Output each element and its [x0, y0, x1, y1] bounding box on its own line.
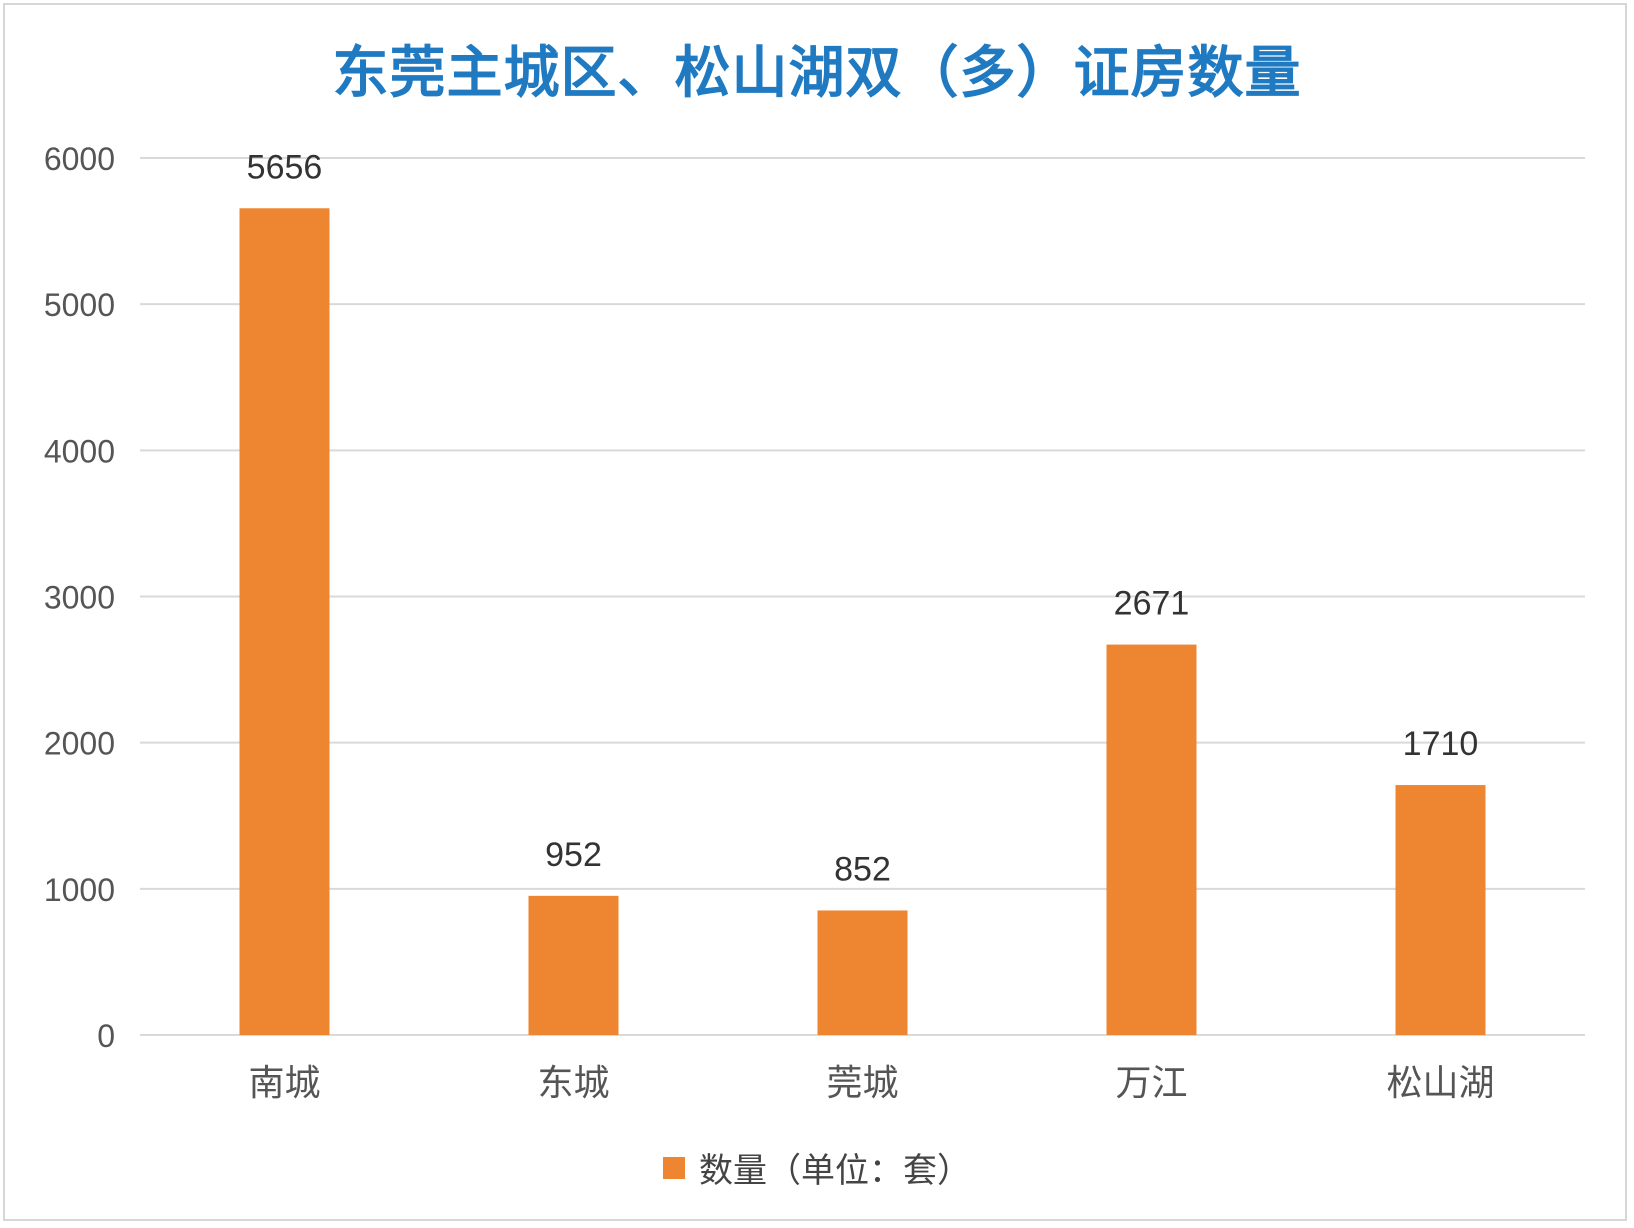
- x-tick-label: 万江: [1115, 1063, 1187, 1104]
- x-tick-label: 松山湖: [1386, 1063, 1494, 1104]
- bar: [1106, 644, 1197, 1035]
- bar: [239, 208, 330, 1036]
- x-axis-ticks: 南城 东城 莞城 万江 松山湖: [248, 1063, 1494, 1104]
- bar: [528, 895, 619, 1035]
- bar: [1395, 785, 1486, 1035]
- y-tick-label: 2000: [44, 726, 115, 762]
- y-tick-label: 4000: [44, 433, 115, 469]
- bar: [817, 910, 908, 1035]
- chart-title: 东莞主城区、松山湖双（多）证房数量: [332, 41, 1302, 106]
- x-tick-label: 南城: [248, 1063, 320, 1104]
- y-axis-ticks: 0 1000 2000 3000 4000 5000 6000: [44, 141, 115, 1054]
- legend: 数量（单位：套）: [0, 1143, 1634, 1192]
- data-label: 2671: [1114, 585, 1190, 623]
- data-label: 1710: [1403, 725, 1479, 763]
- x-tick-label: 莞城: [826, 1063, 898, 1104]
- data-labels: 5656 952 852 2671 1710: [247, 148, 1479, 888]
- y-tick-label: 5000: [44, 287, 115, 323]
- bars: [239, 208, 1486, 1036]
- legend-swatch: [663, 1156, 685, 1179]
- data-label: 852: [834, 850, 891, 888]
- y-tick-label: 1000: [44, 872, 115, 908]
- gridlines: [140, 157, 1585, 1036]
- x-tick-label: 东城: [537, 1063, 609, 1104]
- legend-label: 数量（单位：套）: [699, 1151, 971, 1191]
- y-tick-label: 6000: [44, 141, 115, 177]
- data-label: 952: [545, 836, 602, 874]
- y-tick-label: 3000: [44, 580, 115, 616]
- data-label: 5656: [247, 148, 323, 186]
- y-tick-label: 0: [97, 1018, 115, 1054]
